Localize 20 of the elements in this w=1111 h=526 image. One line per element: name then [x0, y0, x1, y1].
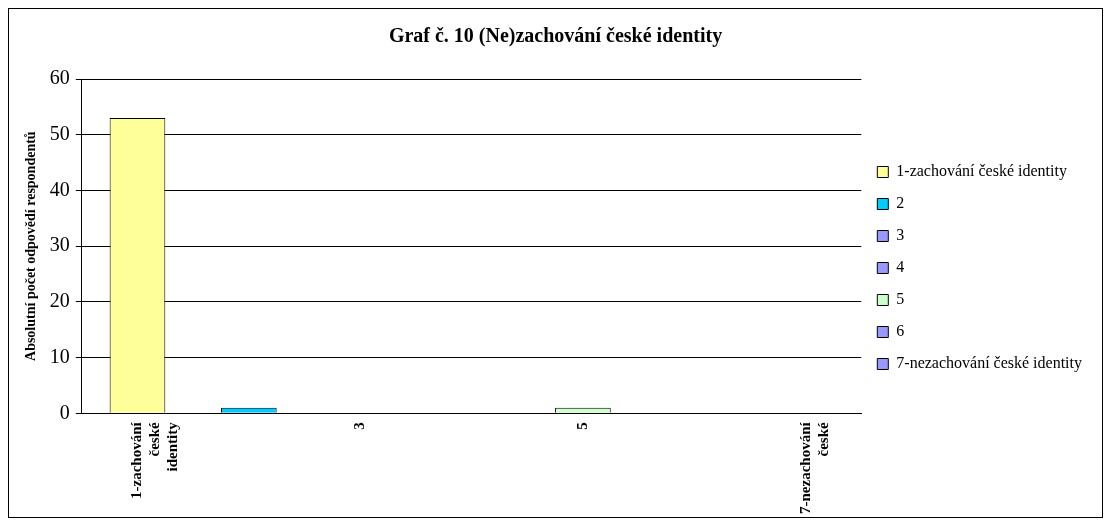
legend-label: 5 [896, 290, 905, 308]
x-tick-label: 1-zachování české identity [128, 421, 181, 500]
x-tick-label: 3 [351, 422, 368, 430]
y-tick-label: 40 [49, 177, 70, 200]
legend-label: 7-nezachování české identity [896, 354, 1083, 373]
chart-title: Graf č. 10 (Ne)zachování české identity [388, 24, 723, 48]
legend-label: 6 [896, 322, 905, 340]
x-tick-label: 7-nezachování české [796, 421, 831, 515]
legend-label: 4 [896, 258, 905, 276]
y-tick-label: 30 [49, 233, 70, 256]
y-tick-label: 0 [59, 400, 70, 423]
legend-label: 2 [896, 194, 905, 212]
y-tick-label: 50 [49, 121, 70, 144]
y-tick-label: 60 [49, 66, 70, 89]
y-tick-label: 10 [49, 344, 70, 367]
x-tick-label: 5 [573, 422, 590, 430]
y-axis-title: Absolutní počet odpovědí respondentů [23, 131, 39, 361]
legend-label: 3 [896, 226, 905, 244]
y-tick-label: 20 [49, 289, 70, 312]
legend-label: 1-zachování české identity [896, 162, 1067, 181]
